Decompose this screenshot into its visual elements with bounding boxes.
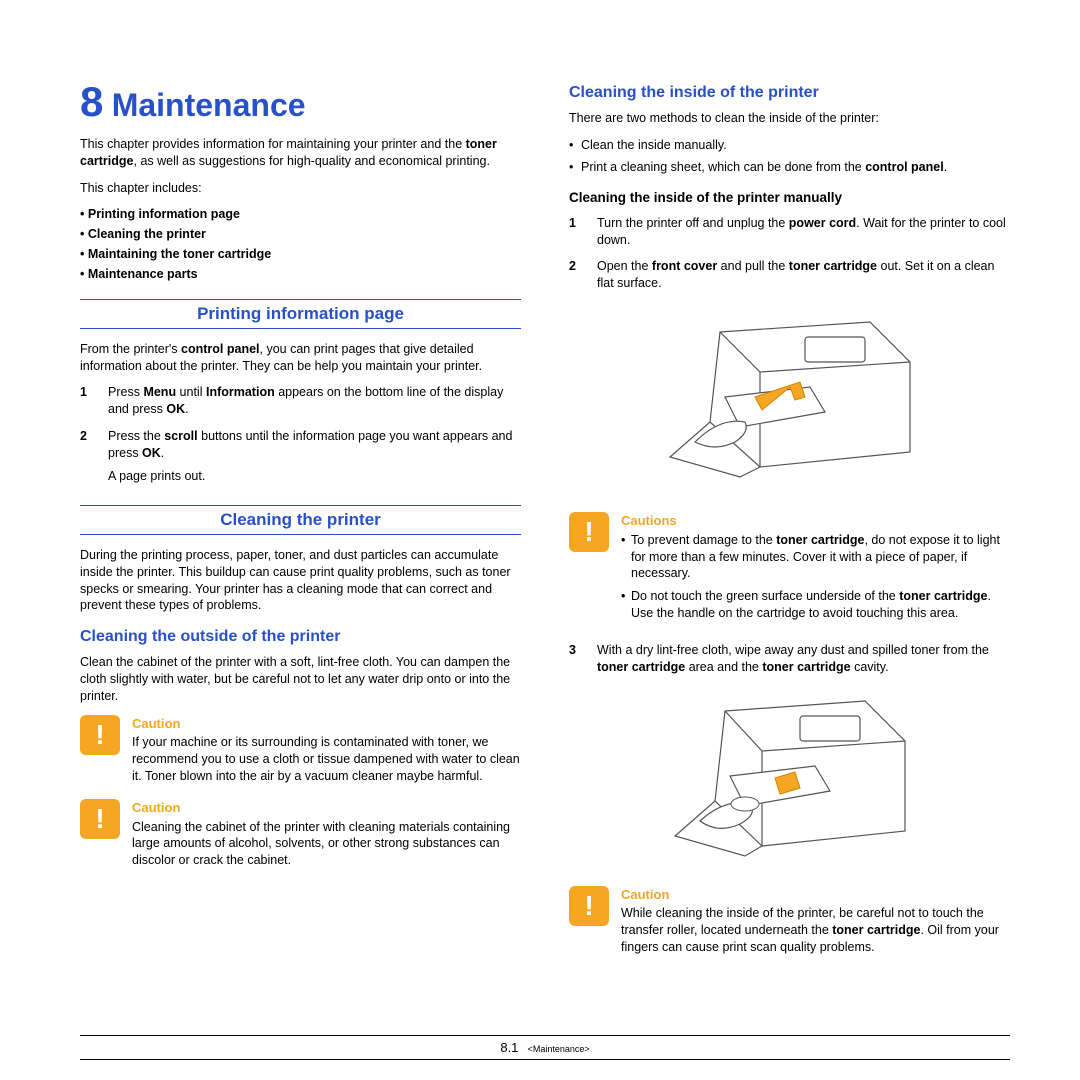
caution-icon: !: [80, 715, 120, 755]
caution-body: Caution If your machine or its surroundi…: [132, 715, 521, 785]
toc-item: Maintenance parts: [80, 267, 521, 281]
caution: ! Cautions To prevent damage to the tone…: [569, 512, 1010, 628]
step: 2 Open the front cover and pull the tone…: [569, 258, 1010, 292]
printing-info-para: From the printer's control panel, you ca…: [80, 341, 521, 375]
step: 3 With a dry lint-free cloth, wipe away …: [569, 642, 1010, 676]
inside-steps-cont: 3 With a dry lint-free cloth, wipe away …: [569, 642, 1010, 676]
step: 1 Turn the printer off and unplug the po…: [569, 215, 1010, 249]
cleaning-intro: During the printing process, paper, tone…: [80, 547, 521, 615]
caution-title: Cautions: [621, 512, 1010, 530]
caution-icon: !: [569, 512, 609, 552]
inside-methods: Clean the inside manually. Print a clean…: [569, 137, 1010, 176]
step-num: 2: [569, 258, 583, 292]
caution: ! Caution While cleaning the inside of t…: [569, 886, 1010, 956]
step: 1 Press Menu until Information appears o…: [80, 384, 521, 418]
chapter-number: 8: [80, 78, 103, 125]
caution-body: Caution While cleaning the inside of the…: [621, 886, 1010, 956]
toc-item: Cleaning the printer: [80, 227, 521, 241]
caution-list: To prevent damage to the toner cartridge…: [621, 532, 1010, 622]
step-num: 2: [80, 428, 94, 491]
section-cleaning: Cleaning the printer: [80, 505, 521, 535]
step-num: 1: [80, 384, 94, 418]
figure-remove-cartridge: [650, 302, 930, 502]
page-number: 8.1: [500, 1040, 518, 1055]
caution-title: Caution: [132, 715, 521, 733]
step-body: With a dry lint-free cloth, wipe away an…: [597, 642, 1010, 676]
step-body: Press Menu until Information appears on …: [108, 384, 521, 418]
chapter-title: 8 Maintenance: [80, 78, 521, 126]
chapter-intro: This chapter provides information for ma…: [80, 136, 521, 170]
page-columns: 8 Maintenance This chapter provides info…: [80, 78, 1010, 970]
inside-steps: 1 Turn the printer off and unplug the po…: [569, 215, 1010, 293]
para-bold: control panel: [181, 342, 259, 356]
step-body: Press the scroll buttons until the infor…: [108, 428, 521, 491]
section-printing-info: Printing information page: [80, 299, 521, 329]
caution-title: Caution: [621, 886, 1010, 904]
caution-body: Caution Cleaning the cabinet of the prin…: [132, 799, 521, 869]
includes-label: This chapter includes:: [80, 180, 521, 197]
intro-pre: This chapter provides information for ma…: [80, 137, 466, 151]
caution-title: Caution: [132, 799, 521, 817]
caution-icon: !: [569, 886, 609, 926]
caution-body: Cautions To prevent damage to the toner …: [621, 512, 1010, 628]
page-footer: 8.1 <Maintenance>: [80, 1035, 1010, 1060]
caution-icon: !: [80, 799, 120, 839]
caution: ! Caution If your machine or its surroun…: [80, 715, 521, 785]
printing-steps: 1 Press Menu until Information appears o…: [80, 384, 521, 490]
right-column: Cleaning the inside of the printer There…: [569, 78, 1010, 970]
toc-item: Maintaining the toner cartridge: [80, 247, 521, 261]
caution-item: Do not touch the green surface underside…: [621, 588, 1010, 622]
caution-text: Cleaning the cabinet of the printer with…: [132, 819, 521, 870]
left-column: 8 Maintenance This chapter provides info…: [80, 78, 521, 970]
toc-item: Printing information page: [80, 207, 521, 221]
step-body: Turn the printer off and unplug the powe…: [597, 215, 1010, 249]
step: 2 Press the scroll buttons until the inf…: [80, 428, 521, 491]
method-item: Print a cleaning sheet, which can be don…: [569, 159, 1010, 176]
step-num: 3: [569, 642, 583, 676]
inside-intro: There are two methods to clean the insid…: [569, 110, 1010, 127]
chapter-label: Maintenance: [112, 87, 306, 123]
figure-wipe-inside: [650, 686, 930, 876]
footer-crumb: <Maintenance>: [528, 1044, 590, 1054]
para-pre: From the printer's: [80, 342, 181, 356]
step-body: Open the front cover and pull the toner …: [597, 258, 1010, 292]
caution-item: To prevent damage to the toner cartridge…: [621, 532, 1010, 583]
method-item: Clean the inside manually.: [569, 137, 1010, 154]
caution: ! Caution Cleaning the cabinet of the pr…: [80, 799, 521, 869]
subsection-manual: Cleaning the inside of the printer manua…: [569, 190, 1010, 205]
subsection-outside: Cleaning the outside of the printer: [80, 628, 521, 646]
step-num: 1: [569, 215, 583, 249]
outside-para: Clean the cabinet of the printer with a …: [80, 654, 521, 705]
intro-post: , as well as suggestions for high-qualit…: [134, 154, 490, 168]
caution-text: While cleaning the inside of the printer…: [621, 905, 1010, 956]
subsection-inside: Cleaning the inside of the printer: [569, 84, 1010, 102]
caution-text: If your machine or its surrounding is co…: [132, 734, 521, 785]
chapter-toc: Printing information page Cleaning the p…: [80, 207, 521, 281]
